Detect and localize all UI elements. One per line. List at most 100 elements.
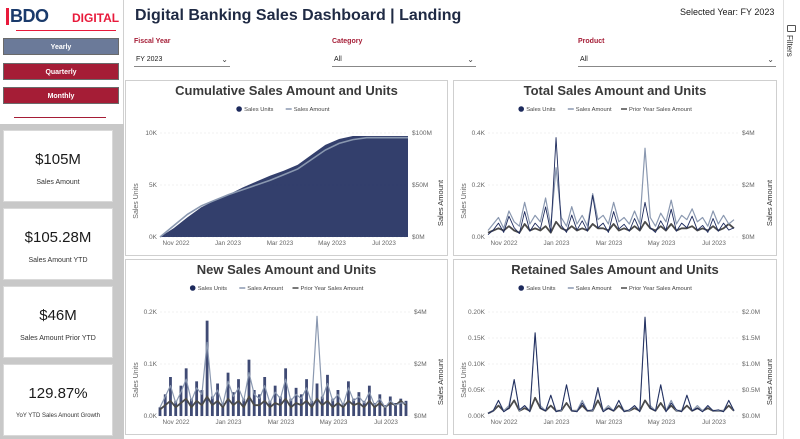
sales-units-bar (226, 372, 230, 416)
y-tick-label: 0.2K (144, 309, 158, 316)
legend-label: Prior Year Sales Amount (301, 286, 364, 292)
kpi-label: YoY YTD Sales Amount Growth (16, 413, 100, 419)
sales-units-bar (399, 398, 403, 416)
sales-units-bar (373, 403, 377, 416)
legend-label: Prior Year Sales Amount (629, 286, 692, 292)
x-tick-label: Jul 2023 (374, 419, 398, 426)
sales-units-bar (294, 387, 298, 416)
y-tick-label: 0.00K (468, 413, 486, 420)
legend-label: Sales Amount (576, 107, 612, 113)
sales-units-bar (352, 398, 356, 416)
kpi-value: $105.28M (24, 229, 92, 246)
chevron-down-icon: ⌄ (467, 55, 474, 64)
prior-year-sales-amount-line (159, 395, 407, 411)
x-tick-label: Mar 2023 (596, 240, 623, 247)
x-tick-label: May 2023 (320, 419, 348, 426)
sales-units-bar (404, 400, 408, 416)
y-tick-label: 0.15K (468, 335, 486, 342)
sales-units-bar (158, 407, 162, 416)
fiscal-year-value: FY 2023 (136, 56, 163, 63)
category-dropdown[interactable]: All ⌄ (332, 53, 476, 67)
x-tick-label: Nov 2022 (491, 240, 518, 247)
filter-icon[interactable] (787, 25, 796, 32)
chart-title: Total Sales Amount and Units (523, 83, 707, 98)
x-tick-label: Jan 2023 (544, 240, 570, 247)
legend-marker-sales-units (236, 106, 242, 112)
legend-marker-sales-units (189, 285, 196, 291)
filters-pane-collapsed[interactable] (783, 0, 800, 439)
y-tick-label: 0.0K (472, 234, 486, 241)
new-sales-chart[interactable]: New Sales Amount and Units Sales Units Sa… (125, 259, 448, 435)
legend-marker-sales-units (518, 106, 524, 112)
legend-label: Sales Units (526, 107, 555, 113)
y-tick-label: 5K (149, 182, 158, 189)
sales-units-bar (169, 377, 172, 416)
y2-tick-label: $4M (414, 309, 427, 316)
sales-units-bar (200, 390, 204, 416)
sales-units-bar (179, 385, 183, 416)
total-sales-chart[interactable]: Total Sales Amount and Units Sales Units… (453, 80, 777, 256)
x-tick-label: Jul 2023 (372, 240, 396, 247)
product-dropdown[interactable]: All ⌄ (578, 53, 776, 67)
chevron-down-icon: ⌄ (221, 55, 228, 64)
y-tick-label: 0.05K (468, 387, 486, 394)
sales-units-bar (362, 400, 366, 416)
sales-units-bar (268, 400, 272, 416)
sales-units-line (487, 137, 735, 236)
y2-tick-label: $0M (414, 413, 427, 420)
sales-units-bar (237, 379, 240, 416)
cumulative-sales-plot: Sales Units Sales Amount 0K $0M 5K $50M 10K $10… (133, 106, 445, 247)
retained-sales-chart[interactable]: Retained Sales Amount and Units Sales Un… (453, 259, 777, 435)
y2-tick-label: $4M (742, 130, 755, 137)
kpi-label: Sales Amount (36, 179, 80, 186)
quarterly-button[interactable]: Quarterly (3, 63, 119, 80)
filters-label[interactable]: Filters (785, 35, 794, 57)
yearly-button[interactable]: Yearly (3, 38, 119, 55)
kpi-label: Sales Amount YTD (28, 257, 88, 264)
legend-label: Sales Amount (247, 286, 283, 292)
x-tick-label: May 2023 (648, 419, 676, 426)
y-axis-title: Sales Units (461, 362, 468, 398)
logo-digital-text: DIGITAL (72, 11, 120, 25)
fiscal-year-dropdown[interactable]: FY 2023 ⌄ (134, 53, 230, 67)
x-tick-label: May 2023 (648, 240, 676, 247)
sales-units-bar (284, 368, 288, 416)
x-tick-label: Jan 2023 (216, 419, 242, 426)
y-axis-title: Sales Units (133, 183, 140, 219)
sales-units-bar (278, 396, 282, 416)
y-tick-label: 10K (145, 130, 157, 137)
chart-title: New Sales Amount and Units (196, 262, 377, 277)
x-tick-label: May 2023 (318, 240, 346, 247)
y2-axis-title: Sales Amount (765, 358, 774, 405)
legend-label: Sales Amount (576, 286, 612, 292)
y2-tick-label: $1.5M (742, 335, 760, 342)
y-tick-label: 0.4K (472, 130, 486, 137)
monthly-button[interactable]: Monthly (3, 87, 119, 104)
sales-units-bar (216, 383, 219, 416)
sales-units-bar (310, 400, 314, 416)
cumulative-sales-chart[interactable]: Cumulative Sales Amount and Units Sales … (125, 80, 448, 256)
logo-bdo-text: BDO (10, 6, 49, 26)
legend-label: Sales Amount (294, 107, 330, 113)
sales-units-bar (326, 374, 329, 416)
retained-sales-plot: Sales Units Sales Amount Prior Year Sales … (461, 285, 774, 426)
sales-amount-line (159, 315, 406, 408)
sales-units-bar (305, 379, 308, 416)
x-tick-label: Jan 2023 (215, 240, 241, 247)
logo-underline (16, 30, 116, 31)
sales-units-bar (263, 377, 267, 416)
sales-units-bar (247, 359, 251, 416)
x-tick-label: Nov 2022 (163, 240, 190, 247)
y2-tick-label: $100M (412, 130, 432, 137)
legend-label: Prior Year Sales Amount (629, 107, 692, 113)
y-tick-label: 0.10K (468, 361, 486, 368)
y2-tick-label: $0M (412, 234, 425, 241)
sales-units-bar (195, 381, 199, 416)
category-label: Category (332, 38, 363, 45)
sales-units-bar (273, 385, 277, 416)
kpi-value: $105M (35, 151, 81, 168)
y2-tick-label: $2M (414, 361, 427, 368)
category-value: All (334, 56, 342, 63)
kpi-stack: $105M Sales Amount $105.28M Sales Amount… (0, 124, 124, 439)
y-axis-title: Sales Units (461, 183, 468, 219)
